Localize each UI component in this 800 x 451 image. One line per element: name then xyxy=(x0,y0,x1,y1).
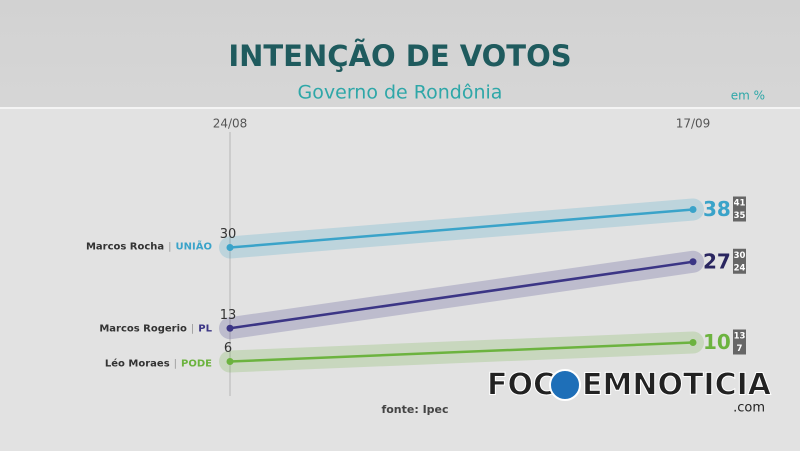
watermark-suffix: .com xyxy=(733,401,765,416)
legend-name: Marcos Rogerio xyxy=(99,323,187,334)
chart-subtitle: Governo de Rondônia xyxy=(298,82,503,104)
watermark-text: FOC xyxy=(487,368,555,403)
legend-name: Léo Moraes xyxy=(105,358,170,370)
value-label: 10 xyxy=(703,330,731,354)
data-point xyxy=(226,244,234,251)
legend-party: UNIÃO xyxy=(176,240,212,253)
value-label: 30 xyxy=(220,227,237,242)
legend-separator: | xyxy=(191,323,194,334)
range-box xyxy=(733,248,746,274)
series-line xyxy=(229,208,694,249)
source: fonte: Ipec xyxy=(381,403,448,416)
data-point xyxy=(226,358,234,365)
legend-separator: | xyxy=(174,359,177,370)
legend-label: Marcos Rogerio | PL xyxy=(99,323,212,334)
value-label: 6 xyxy=(224,341,232,356)
legend-name: Marcos Rocha xyxy=(86,242,164,253)
range-box xyxy=(733,196,746,222)
legend-label: Marcos Rocha | UNIÃO xyxy=(86,240,212,253)
unit-note: em % xyxy=(731,89,765,103)
x-tick-label: 17/09 xyxy=(676,117,711,131)
range-box xyxy=(733,329,746,355)
legend-party: PODE xyxy=(181,359,212,370)
value-label: 38 xyxy=(703,197,731,221)
range-label: 35 xyxy=(734,211,746,221)
x-tick-label: 24/08 xyxy=(213,117,248,131)
watermark-text: EMNOTICIA xyxy=(582,368,772,403)
value-label: 27 xyxy=(703,249,731,273)
panel xyxy=(0,108,800,451)
legend-separator: | xyxy=(168,242,171,253)
data-point xyxy=(689,206,697,213)
series-line xyxy=(229,341,694,363)
watermark: FOC EMNOTICIA .com xyxy=(487,367,773,416)
data-point xyxy=(689,339,697,346)
value-label: 13 xyxy=(220,308,237,323)
range-label: 13 xyxy=(734,332,746,342)
range-label: 24 xyxy=(734,263,746,273)
series-line xyxy=(229,260,694,330)
legend-label: Léo Moraes | PODE xyxy=(105,358,212,370)
range-label: 41 xyxy=(734,199,746,209)
chart-title: INTENÇÃO DE VOTOS xyxy=(228,39,571,73)
range-label: 7 xyxy=(737,344,743,354)
watermark-globe xyxy=(549,369,581,401)
data-point xyxy=(689,258,697,266)
legend-party: PL xyxy=(198,323,212,334)
range-label: 30 xyxy=(734,251,746,261)
data-point xyxy=(226,324,234,332)
